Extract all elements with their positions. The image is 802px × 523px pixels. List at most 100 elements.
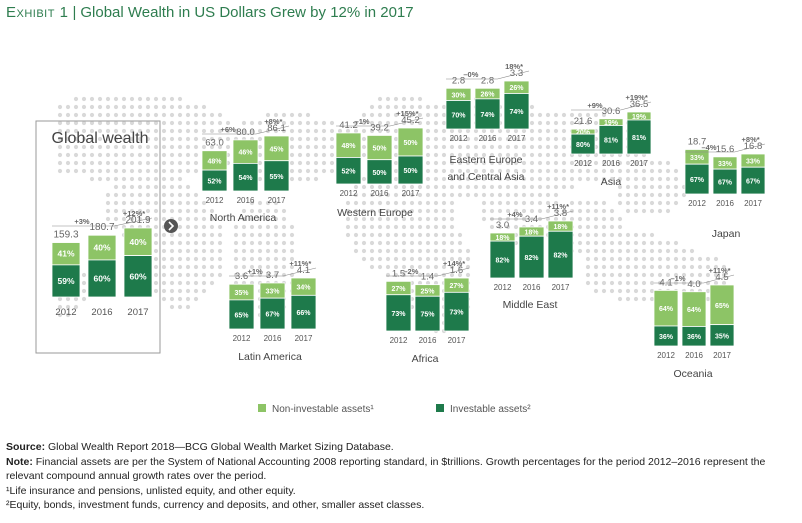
bar-investable: [598, 125, 624, 155]
year-label: 2012: [55, 307, 76, 318]
bar-investable: [51, 264, 81, 298]
label-non-investable: 26%: [480, 92, 495, 99]
label-investable: 65%: [234, 312, 249, 319]
year-label: 2012: [390, 336, 408, 345]
growth-year: +11%*: [709, 266, 731, 275]
world-chart: 41% 59% 159.3 2012 40% 60% 180.7 2016 40% 60% 201.…: [35, 62, 766, 415]
region-label: Middle East: [503, 299, 558, 311]
label-investable: 81%: [604, 138, 619, 145]
note-line: Note: Financial assets are per the Syste…: [6, 455, 796, 484]
year-label: 2016: [237, 196, 255, 205]
bar-total: 16.8: [744, 141, 763, 152]
bar-total: 41.2: [339, 120, 358, 131]
label-non-investable: 64%: [659, 306, 674, 313]
legend: Non-investable assets¹ Investable assets…: [258, 404, 531, 415]
year-label: 2017: [744, 199, 762, 208]
label-non-investable: 40%: [129, 237, 146, 247]
label-non-investable: 27%: [391, 286, 406, 293]
bar-total: 3.8: [554, 208, 567, 219]
label-investable: 35%: [715, 333, 730, 340]
label-non-investable: 35%: [234, 290, 249, 297]
chart-latin-america: 35% 65% 3.6 2012 33% 67% 3.7 2016 34% 66% 4.1 2017 +…: [228, 259, 317, 363]
label-investable: 54%: [238, 175, 253, 182]
label-investable: 50%: [372, 170, 387, 177]
exhibit-header: Exhibit 1 | Global Wealth in US Dollars Gr…: [6, 4, 796, 28]
bar-total: 45.2: [401, 115, 420, 126]
growth-year: +15%*: [396, 109, 418, 118]
growth-year: +11%*: [289, 259, 311, 268]
year-label: 2016: [523, 283, 541, 292]
label-non-investable: 41%: [57, 249, 74, 259]
bar-investable: [443, 291, 470, 332]
bar-total: 201.9: [125, 215, 150, 226]
growth-year: +19%*: [625, 93, 647, 102]
bar-investable: [474, 98, 501, 130]
year-label: 2012: [340, 189, 358, 198]
growth-period: –1%: [355, 117, 370, 126]
bar-investable: [503, 93, 530, 130]
label-investable: 55%: [269, 174, 284, 181]
legend-label-investable: Investable assets²: [450, 404, 531, 415]
label-investable: 67%: [718, 180, 733, 187]
year-label: 2012: [657, 351, 675, 360]
year-label: 2017: [402, 189, 420, 198]
year-label: 2017: [552, 283, 570, 292]
bar-total: 30.6: [602, 106, 621, 117]
growth-year: 18%*: [505, 62, 523, 71]
bar-non-investable: [681, 291, 707, 327]
bar-total: 3.7: [266, 270, 279, 281]
label-investable: 36%: [659, 334, 674, 341]
year-label: 2017: [295, 334, 313, 343]
year-label: 2012: [574, 159, 592, 168]
bar-total: 36.5: [630, 99, 649, 110]
bar-investable: [626, 119, 652, 155]
year-label: 2016: [716, 199, 734, 208]
bar-total: 3.0: [496, 220, 509, 231]
year-label: 2012: [688, 199, 706, 208]
year-label: 2012: [494, 283, 512, 292]
bar-investable: [335, 157, 362, 185]
bar-investable: [263, 160, 290, 192]
label-non-investable: 48%: [207, 158, 222, 165]
year-label: 2017: [127, 307, 148, 318]
expand-arrow-icon[interactable]: [164, 219, 178, 233]
growth-year: +14%*: [443, 259, 465, 268]
label-investable: 73%: [449, 310, 464, 317]
growth-period: –4%: [701, 143, 716, 152]
label-investable: 74%: [509, 109, 524, 116]
bar-investable: [445, 100, 472, 130]
year-label: 2016: [91, 307, 112, 318]
label-investable: 66%: [296, 310, 311, 317]
label-non-investable: 33%: [265, 289, 280, 296]
label-investable: 67%: [690, 177, 705, 184]
note-text: Financial assets are per the System of N…: [6, 455, 766, 483]
bar-total: 18.7: [688, 136, 707, 147]
region-label: Latin America: [238, 351, 302, 363]
growth-period: +1%: [247, 267, 263, 276]
label-investable: 82%: [524, 255, 539, 262]
label-non-investable: 48%: [341, 143, 356, 150]
region-label: Oceania: [673, 368, 712, 380]
bar-non-investable: [397, 127, 424, 157]
year-label: 2012: [206, 196, 224, 205]
bar-total: 63.0: [205, 138, 224, 149]
growth-period: +9%: [587, 101, 603, 110]
growth-period: +3%: [74, 217, 90, 226]
bar-non-investable: [335, 132, 362, 158]
bar-investable: [712, 168, 738, 195]
label-non-investable: 50%: [372, 146, 387, 153]
label-investable: 36%: [687, 334, 702, 341]
bar-total: 1.4: [421, 272, 434, 283]
label-non-investable: 18%: [553, 224, 568, 231]
year-label: 2016: [479, 134, 497, 143]
label-investable: 82%: [553, 253, 568, 260]
bar-total: 2.8: [481, 75, 494, 86]
bar-total: 180.7: [89, 222, 114, 233]
region-label: Western Europe: [337, 207, 413, 219]
label-non-investable: 40%: [93, 243, 110, 253]
bar-investable: [385, 294, 412, 332]
label-investable: 67%: [746, 179, 761, 186]
footnote-1: ¹Life insurance and pensions, unlisted e…: [6, 484, 296, 497]
bar-investable: [290, 294, 317, 330]
label-investable: 60%: [93, 273, 110, 283]
